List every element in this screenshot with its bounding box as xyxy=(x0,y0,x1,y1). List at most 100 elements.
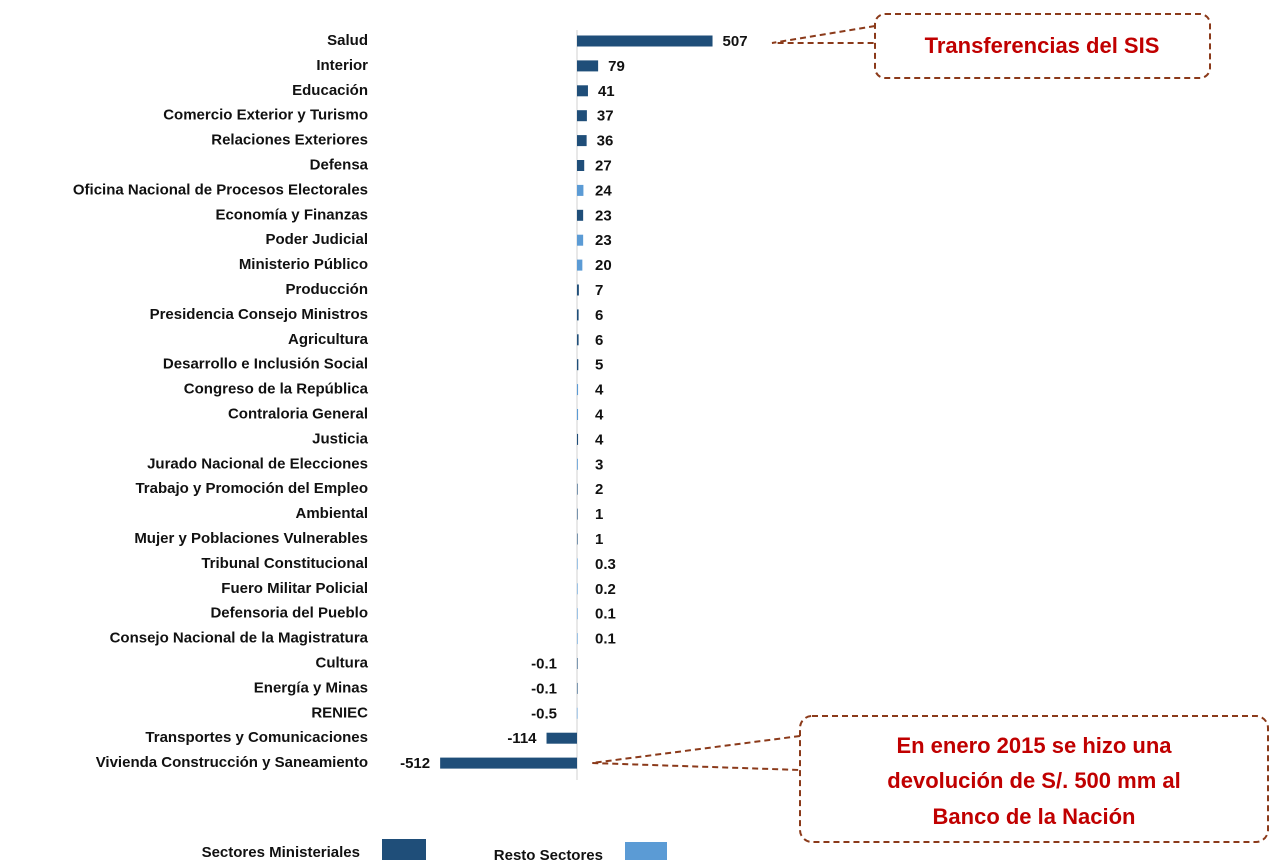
value-label: 24 xyxy=(595,182,612,199)
bar xyxy=(577,259,583,271)
value-label: 0.3 xyxy=(595,556,616,573)
value-label: 7 xyxy=(595,282,603,299)
value-label: 0.1 xyxy=(595,631,616,648)
bar xyxy=(577,184,584,196)
bar xyxy=(577,359,579,371)
bar xyxy=(577,135,587,147)
value-label: 4 xyxy=(595,406,604,423)
category-label: Ministerio Público xyxy=(239,256,368,273)
category-label: Cultura xyxy=(316,654,369,671)
category-label: Salud xyxy=(327,32,368,49)
category-label: Relaciones Exteriores xyxy=(211,132,368,149)
category-label: Tribunal Constitucional xyxy=(201,555,368,572)
category-label: Poder Judicial xyxy=(265,231,368,248)
annotation-box xyxy=(799,715,1269,843)
value-label: 27 xyxy=(595,157,612,174)
category-label: Ambiental xyxy=(295,505,368,522)
category-label: Agricultura xyxy=(288,331,369,348)
bar xyxy=(577,608,578,620)
value-label: 6 xyxy=(595,307,603,324)
category-label: Jurado Nacional de Elecciones xyxy=(147,455,368,472)
bar xyxy=(577,433,579,445)
annotation-text: Banco de la Nación xyxy=(933,804,1136,829)
bar xyxy=(577,633,578,645)
value-label: 1 xyxy=(595,506,603,523)
value-label: -114 xyxy=(507,730,537,747)
bar xyxy=(440,757,577,769)
category-label: Defensa xyxy=(310,156,369,173)
bar xyxy=(576,707,578,719)
bar xyxy=(577,284,579,296)
category-label: Justicia xyxy=(312,430,369,447)
value-label: 20 xyxy=(595,257,612,274)
value-label: 5 xyxy=(595,357,603,374)
category-label: Interior xyxy=(316,57,368,74)
category-label: Vivienda Construcción y Saneamiento xyxy=(96,754,368,771)
annotation-leader xyxy=(771,25,876,44)
value-label: 2 xyxy=(595,481,603,498)
category-label: Producción xyxy=(285,281,368,298)
category-label: Comercio Exterior y Turismo xyxy=(163,107,368,124)
value-label: 23 xyxy=(595,232,612,249)
category-label: Transportes y Comunicaciones xyxy=(145,729,368,746)
bar xyxy=(577,85,588,97)
value-label: 37 xyxy=(597,108,614,125)
value-label: 0.2 xyxy=(595,581,616,598)
bar xyxy=(577,508,578,520)
bar xyxy=(577,234,584,246)
category-label: Defensoria del Pueblo xyxy=(210,605,368,622)
value-label: -0.1 xyxy=(531,680,557,697)
bar xyxy=(576,682,578,694)
bar xyxy=(577,60,599,72)
value-label: 4 xyxy=(595,382,604,399)
legend-swatch xyxy=(382,839,426,860)
value-label: 4 xyxy=(595,431,604,448)
category-label: Desarrollo e Inclusión Social xyxy=(163,356,368,373)
annotation-leader xyxy=(591,735,801,771)
bar xyxy=(577,483,578,495)
value-label: 1 xyxy=(595,531,603,548)
legend-label: Sectores Ministeriales xyxy=(202,844,360,860)
annotation-text: En enero 2015 se hizo una xyxy=(896,733,1172,758)
bar xyxy=(577,558,578,570)
bar xyxy=(577,160,585,171)
category-label: Energía y Minas xyxy=(254,679,368,696)
category-label: Oficina Nacional de Procesos Electorales xyxy=(73,181,368,198)
category-label: Presidencia Consejo Ministros xyxy=(150,306,368,323)
bar xyxy=(577,583,578,595)
bar xyxy=(577,110,587,122)
category-label: Contraloria General xyxy=(228,405,368,422)
value-label: 23 xyxy=(595,207,612,224)
category-label: Congreso de la República xyxy=(184,381,369,398)
value-label: 41 xyxy=(598,83,615,100)
bar xyxy=(577,309,579,321)
category-label: RENIEC xyxy=(311,704,368,721)
category-label: Trabajo y Promoción del Empleo xyxy=(135,480,368,497)
value-label: 0.1 xyxy=(595,606,616,623)
annotation-text: Transferencias del SIS xyxy=(925,33,1160,58)
bar xyxy=(577,533,578,545)
bar xyxy=(577,409,579,420)
bar xyxy=(577,334,579,346)
bar xyxy=(577,35,713,47)
annotation-text: devolución de S/. 500 mm al xyxy=(887,768,1180,793)
value-label: 507 xyxy=(723,33,748,50)
category-label: Economía y Finanzas xyxy=(215,206,368,223)
bar xyxy=(576,658,578,669)
bar xyxy=(546,732,577,744)
value-label: -512 xyxy=(400,755,430,772)
value-label: -0.1 xyxy=(531,655,557,672)
legend-swatch xyxy=(625,842,667,860)
value-label: -0.5 xyxy=(531,705,557,722)
annotation-box xyxy=(874,13,1211,79)
bar xyxy=(577,458,578,470)
category-label: Consejo Nacional de la Magistratura xyxy=(110,630,369,647)
value-label: 6 xyxy=(595,332,603,349)
category-label: Mujer y Poblaciones Vulnerables xyxy=(134,530,368,547)
legend-label: Resto Sectores xyxy=(494,847,603,860)
value-label: 3 xyxy=(595,456,603,473)
category-label: Educación xyxy=(292,82,368,99)
value-label: 79 xyxy=(608,58,625,75)
bar xyxy=(577,384,579,396)
